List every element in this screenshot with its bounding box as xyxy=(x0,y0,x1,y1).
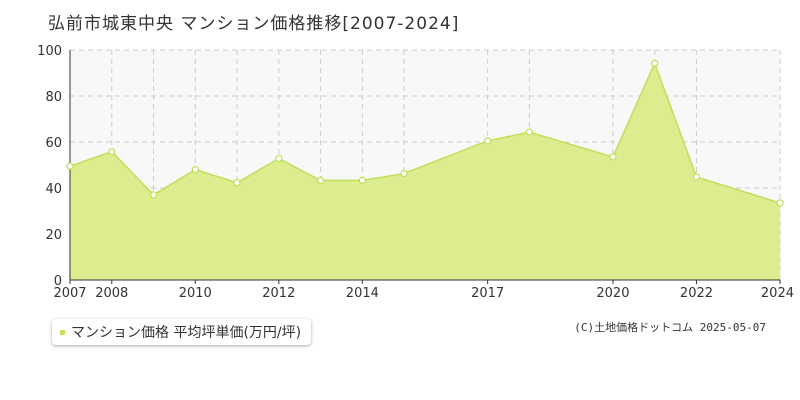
data-point xyxy=(233,179,241,187)
data-point xyxy=(400,169,408,178)
legend-label: マンション価格 平均坪単価(万円/坪) xyxy=(71,325,302,341)
data-point xyxy=(651,59,659,67)
legend: マンション価格 平均坪単価(万円/坪) xyxy=(52,319,312,345)
data-point xyxy=(609,153,617,161)
x-tick-label: 2022 xyxy=(680,286,713,301)
legend-swatch xyxy=(60,329,65,335)
data-point xyxy=(358,176,366,185)
y-tick-label: 0 xyxy=(54,274,62,289)
data-point xyxy=(66,162,74,170)
y-tick-label: 100 xyxy=(37,44,62,59)
source-credit: (C)土地価格ドットコム 2025-05-07 xyxy=(574,321,766,334)
data-point xyxy=(484,137,492,145)
x-tick-label: 2017 xyxy=(471,286,504,301)
x-tick-label: 2010 xyxy=(179,286,212,301)
data-point xyxy=(776,199,784,207)
data-point xyxy=(692,173,701,181)
data-point xyxy=(316,176,325,185)
y-tick-label: 60 xyxy=(45,136,62,151)
x-tick-label: 2020 xyxy=(596,286,629,301)
x-tick-label: 2008 xyxy=(95,286,128,301)
data-point xyxy=(191,166,199,174)
data-point xyxy=(108,148,116,156)
data-point xyxy=(275,154,283,163)
x-tick-label: 2012 xyxy=(262,286,295,301)
series-area xyxy=(70,63,780,281)
y-tick-label: 40 xyxy=(45,182,62,197)
x-tick-label: 2007 xyxy=(53,286,86,301)
x-tick-label: 2024 xyxy=(761,286,794,301)
data-point xyxy=(525,128,534,136)
chart-title: 弘前市城東中央 マンション価格推移[2007-2024] xyxy=(48,14,460,34)
x-tick-label: 2014 xyxy=(346,286,379,301)
data-point xyxy=(149,191,158,199)
y-tick-label: 20 xyxy=(45,228,62,243)
y-tick-label: 80 xyxy=(45,90,62,105)
